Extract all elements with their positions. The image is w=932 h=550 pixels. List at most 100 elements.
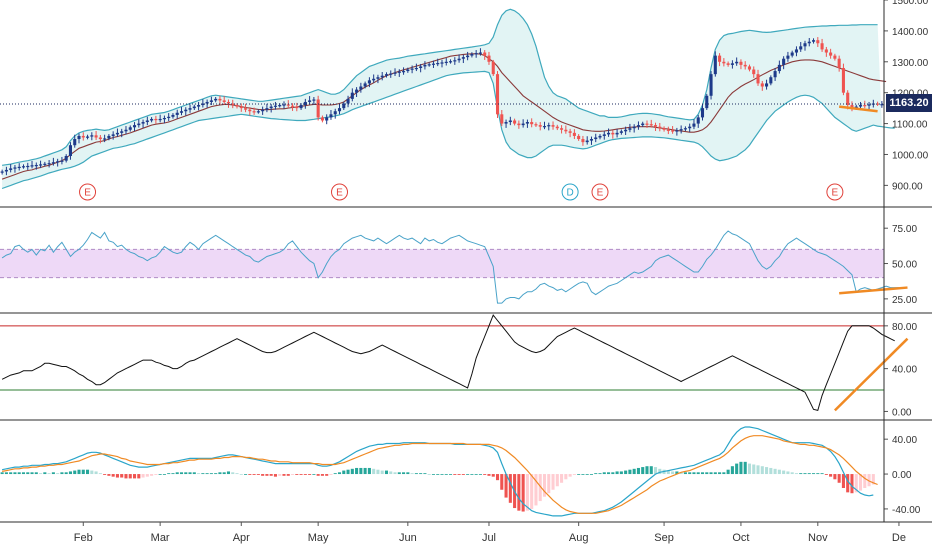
macd-histogram-bar [350, 468, 354, 475]
candle-body [700, 108, 705, 118]
candle-body [820, 43, 824, 50]
macd-histogram-bar [86, 469, 90, 475]
macd-histogram-bar [718, 472, 722, 475]
macd-histogram-bar [235, 473, 239, 475]
macd-histogram-bar [679, 472, 683, 475]
earnings-marker-label: E [832, 188, 839, 199]
candle-body [525, 122, 529, 124]
macd-histogram-bar [73, 470, 77, 475]
candle-body [555, 126, 559, 129]
earnings-marker-label: E [597, 188, 604, 199]
candle-body [803, 43, 807, 47]
candle-body [564, 129, 568, 132]
macd-histogram-bar [0, 472, 4, 475]
candle-body [98, 137, 102, 140]
candle-body [504, 122, 508, 124]
candle-body [359, 86, 363, 90]
macd-histogram-bar [26, 472, 30, 475]
macd-histogram-bar [871, 474, 875, 485]
candle-body [867, 104, 871, 106]
macd-histogram-bar [602, 472, 606, 475]
macd-histogram-bar [188, 472, 192, 475]
candle-body [675, 130, 679, 132]
macd-histogram-bar [171, 473, 175, 475]
macd-tick-label: -40.00 [892, 505, 921, 516]
macd-histogram-bar [124, 474, 128, 479]
macd-histogram-bar [51, 472, 55, 475]
candle-body [86, 136, 90, 138]
candle-body [483, 52, 487, 56]
macd-histogram-bar [363, 467, 367, 475]
candle-body [363, 83, 367, 87]
candle-body [624, 129, 628, 132]
macd-histogram-bar [534, 474, 538, 506]
macd-histogram-bar [201, 473, 205, 475]
macd-histogram-bar [4, 472, 8, 475]
macd-histogram-bar [81, 469, 85, 475]
macd-histogram-bar [525, 474, 529, 511]
rsi-tick-label: 25.00 [892, 295, 917, 306]
candle-body [811, 40, 816, 42]
macd-histogram-bar [103, 474, 107, 475]
candle-body [402, 71, 406, 73]
candle-body [718, 55, 722, 62]
macd-histogram-bar [107, 474, 111, 476]
candle-body [508, 120, 512, 123]
macd-histogram-bar [619, 471, 623, 475]
candle-body [607, 132, 611, 135]
month-label: Apr [233, 532, 250, 544]
macd-histogram-bar [111, 474, 115, 477]
candle-body [308, 100, 312, 102]
macd-histogram-bar [303, 474, 307, 475]
candle-body [265, 108, 269, 110]
month-label: Jun [399, 532, 417, 544]
macd-histogram-bar [184, 472, 188, 475]
candle-body [713, 55, 717, 75]
candle-body [709, 74, 713, 96]
candle-body [137, 123, 141, 126]
candle-body [39, 164, 43, 166]
macd-histogram-bar [282, 474, 286, 476]
candle-body [705, 95, 709, 109]
candle-body [863, 105, 867, 107]
macd-histogram-bar [419, 473, 423, 475]
candle-body [683, 128, 687, 130]
candle-body [649, 124, 653, 126]
candle-body [222, 100, 226, 102]
macd-histogram-bar [239, 474, 243, 475]
candle-body [846, 92, 850, 106]
macd-tick-label: 40.00 [892, 435, 917, 446]
candle-body [384, 74, 389, 76]
macd-histogram-bar [799, 473, 803, 475]
candle-body [60, 160, 64, 162]
macd-histogram-bar [295, 474, 299, 475]
candle-body [419, 66, 423, 68]
bollinger-basis-line [1, 53, 887, 180]
macd-histogram-bar [77, 469, 81, 475]
macd-histogram-bar [397, 472, 401, 475]
rsi-band [0, 249, 884, 278]
candle-body [491, 61, 495, 75]
candle-body [34, 164, 38, 167]
candle-body [299, 105, 303, 109]
macd-histogram-bar [636, 467, 640, 475]
candle-body [636, 125, 640, 127]
macd-histogram-bar [829, 474, 833, 477]
macd-histogram-bar [256, 474, 260, 475]
macd-histogram-bar [722, 472, 726, 475]
candle-body [816, 40, 820, 44]
candle-body [666, 129, 670, 131]
macd-histogram-bar [312, 474, 316, 475]
month-label: De [892, 532, 906, 544]
macd-histogram-bar [162, 474, 166, 475]
candle-body [235, 105, 239, 107]
candle-body [81, 135, 85, 138]
macd-histogram-bar [517, 474, 521, 511]
earnings-marker [79, 183, 97, 201]
candle-body [380, 75, 384, 78]
macd-histogram-bar [692, 472, 696, 475]
dividend-marker-label: D [566, 188, 573, 199]
earnings-marker-label: E [336, 188, 343, 199]
macd-histogram-bar [179, 472, 184, 475]
macd-histogram-bar [846, 474, 850, 493]
